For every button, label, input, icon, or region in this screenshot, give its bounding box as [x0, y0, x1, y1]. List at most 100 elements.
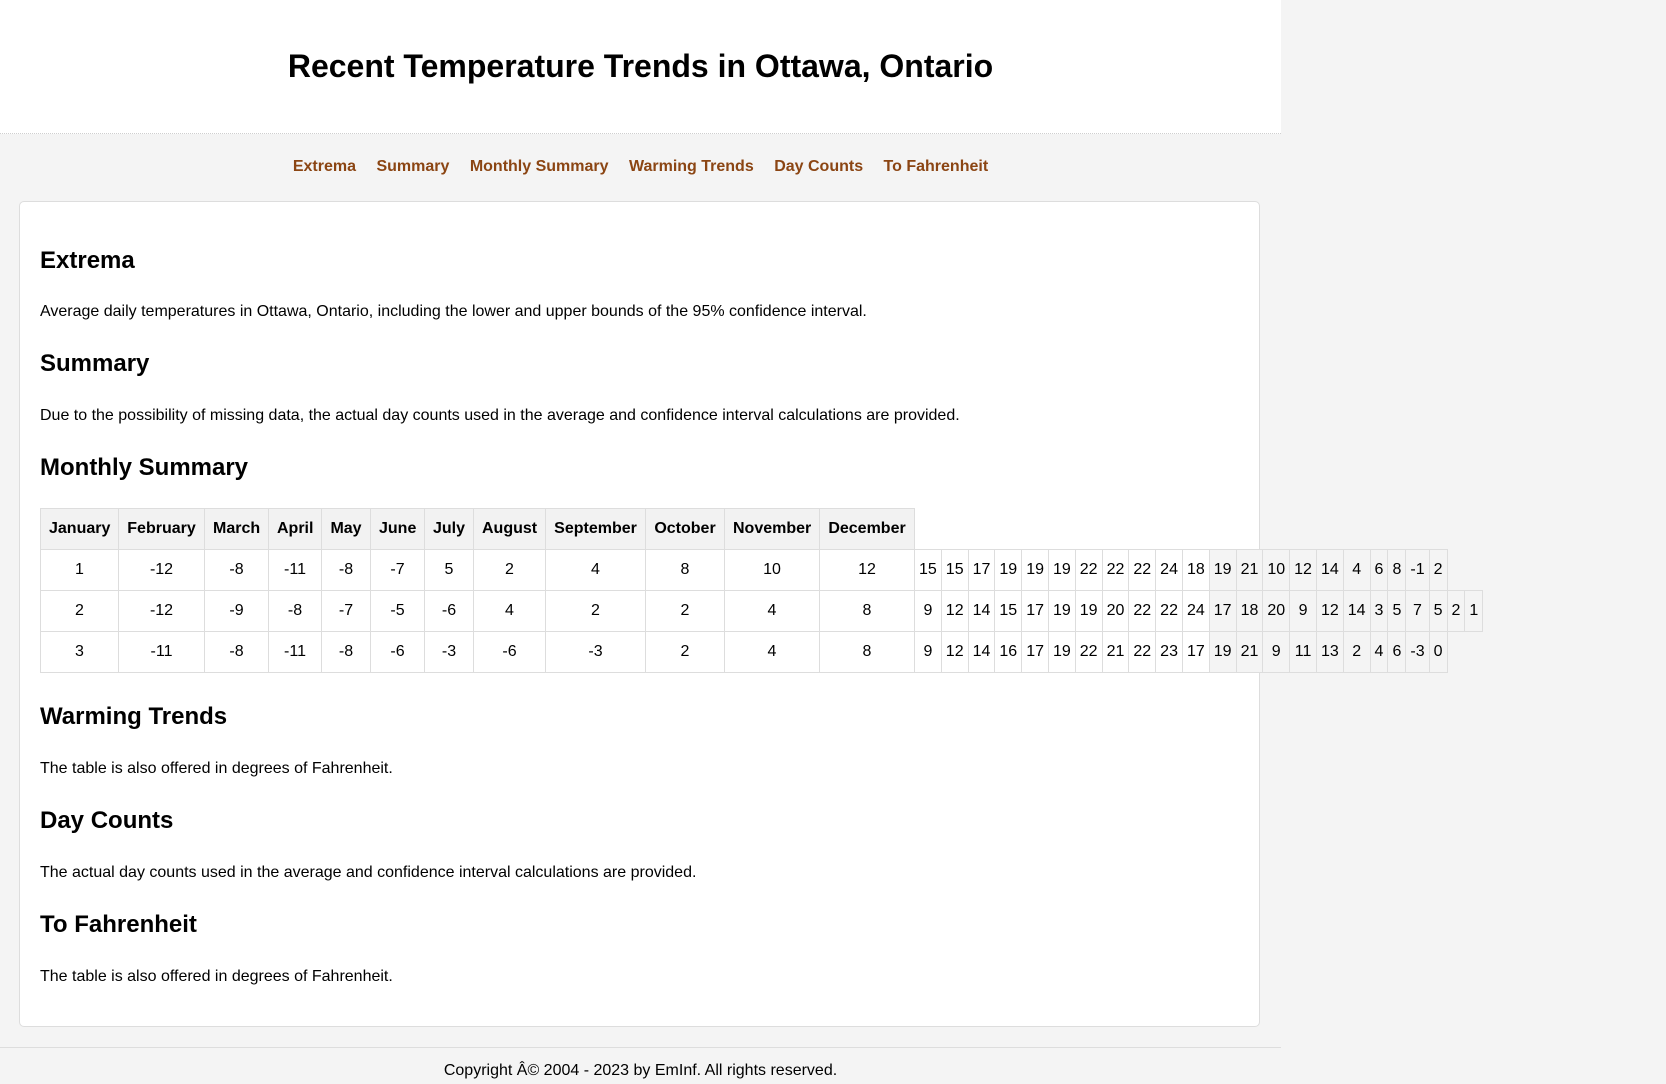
- summary-description: Due to the possibility of missing data, …: [40, 407, 960, 424]
- table-cell: 3: [1369, 590, 1389, 632]
- table-cell: 19: [1021, 549, 1049, 591]
- column-header-march: March: [204, 508, 269, 550]
- table-cell: 21: [1101, 631, 1130, 673]
- table-cell: 2: [645, 631, 725, 673]
- monthly-summary-heading: Monthly Summary: [40, 454, 249, 481]
- table-cell: 8: [1387, 549, 1407, 591]
- to-fahrenheit-description: The table is also offered in degrees of …: [40, 968, 393, 985]
- column-header-may: May: [321, 508, 371, 550]
- table-cell: 1: [40, 549, 119, 591]
- nav-link-summary[interactable]: Summary: [376, 158, 450, 175]
- table-cell: 22: [1128, 631, 1157, 673]
- table-cell: -1: [1405, 549, 1430, 591]
- table-cell: -8: [321, 549, 371, 591]
- page: Recent Temperature Trends in Ottawa, Ont…: [0, 0, 1281, 201]
- table-cell: 0: [1428, 631, 1448, 673]
- table-cell: 12: [940, 590, 969, 632]
- table-cell: 2: [1342, 631, 1371, 673]
- table-cell: 5: [1428, 590, 1448, 632]
- column-header-february: February: [118, 508, 205, 550]
- table-cell: 20: [1101, 590, 1130, 632]
- table-cell: 6: [1369, 549, 1389, 591]
- table-cell: -9: [204, 590, 269, 632]
- nav-link-extrema[interactable]: Extrema: [292, 158, 356, 175]
- table-cell: -8: [204, 549, 269, 591]
- table-cell: 12: [1315, 590, 1344, 632]
- table-cell: 19: [1047, 631, 1076, 673]
- nav-link-monthly-summary[interactable]: Monthly Summary: [469, 158, 609, 175]
- day-counts-heading: Day Counts: [40, 807, 174, 834]
- copyright-text: Copyright Â© 2004 - 2023 by EmInf. All r…: [443, 1062, 838, 1079]
- table-cell: 10: [1262, 549, 1291, 591]
- table-cell: 14: [1315, 549, 1344, 591]
- table-cell: 5: [1387, 590, 1407, 632]
- table-cell: 1: [1464, 590, 1484, 632]
- page-header: Recent Temperature Trends in Ottawa, Ont…: [0, 0, 1281, 134]
- table-cell: 22: [1101, 549, 1130, 591]
- table-cell: -11: [268, 631, 322, 673]
- table-cell: 17: [967, 549, 996, 591]
- table-cell: -8: [268, 590, 322, 632]
- column-header-june: June: [370, 508, 425, 550]
- column-header-october: October: [645, 508, 725, 550]
- nav-link-day-counts[interactable]: Day Counts: [774, 158, 864, 175]
- table-cell: 2: [545, 590, 646, 632]
- table-cell: 2: [40, 590, 119, 632]
- table-cell: -7: [321, 590, 371, 632]
- table-cell: 18: [1235, 590, 1264, 632]
- summary-heading: Summary: [40, 350, 150, 377]
- column-header-september: September: [545, 508, 646, 550]
- table-cell: -12: [118, 549, 205, 591]
- table-cell: 12: [1289, 549, 1317, 591]
- table-cell: 15: [994, 590, 1023, 632]
- table-cell: 16: [994, 631, 1023, 673]
- table-cell: 22: [1074, 549, 1103, 591]
- column-header-december: December: [819, 508, 915, 550]
- table-cell: 19: [1047, 590, 1076, 632]
- table-cell: 24: [1155, 549, 1183, 591]
- section-nav: Extrema Summary Monthly Summary Warming …: [0, 134, 1281, 201]
- column-header-august: August: [473, 508, 546, 550]
- nav-link-to-fahrenheit[interactable]: To Fahrenheit: [883, 158, 989, 175]
- table-cell: 4: [724, 590, 820, 632]
- table-cell: 15: [914, 549, 942, 591]
- table-header-row: January February March April May June July Augu…: [40, 508, 1483, 550]
- table-cell: 11: [1289, 631, 1317, 673]
- table-cell: -11: [118, 631, 205, 673]
- table-cell: -6: [370, 631, 425, 673]
- table-cell: 19: [1208, 549, 1237, 591]
- column-header-november: November: [724, 508, 820, 550]
- table-cell: 5: [424, 549, 474, 591]
- table-cell: 12: [940, 631, 969, 673]
- table-cell: 23: [1155, 631, 1183, 673]
- table-cell: 12: [819, 549, 915, 591]
- table-row: 1 -12 -8 -11 -8 -7 5 2 4 8 10 12 15 15 17 19 19 19 22 22 22 2…: [40, 549, 1483, 591]
- table-cell: 9: [1289, 590, 1317, 632]
- nav-link-warming-trends[interactable]: Warming Trends: [628, 158, 754, 175]
- day-counts-description: The actual day counts used in the averag…: [40, 864, 697, 881]
- table-cell: 15: [940, 549, 969, 591]
- table-cell: 4: [473, 590, 546, 632]
- table-cell: -6: [424, 590, 474, 632]
- page-footer: Copyright Â© 2004 - 2023 by EmInf. All r…: [0, 1047, 1281, 1081]
- extrema-description: Average daily temperatures in Ottawa, On…: [40, 303, 867, 320]
- table-cell: 8: [645, 549, 725, 591]
- table-row: 2 -12 -9 -8 -7 -5 -6 4 2 2 4 8 9 12 14 15 17 19 19 20 22 22 24…: [40, 590, 1484, 632]
- table-cell: 17: [1208, 590, 1237, 632]
- table-cell: -3: [1405, 631, 1430, 673]
- table-cell: 2: [1446, 590, 1466, 632]
- table-cell: 9: [914, 590, 942, 632]
- table-cell: 2: [645, 590, 725, 632]
- table-cell: 19: [1047, 549, 1076, 591]
- table-cell: 19: [1208, 631, 1237, 673]
- table-cell: -7: [370, 549, 425, 591]
- table-cell: 14: [967, 590, 996, 632]
- table-cell: 17: [1181, 631, 1210, 673]
- table-cell: 14: [967, 631, 996, 673]
- table-cell: -5: [370, 590, 425, 632]
- table-cell: 21: [1235, 631, 1264, 673]
- table-row: 3 -11 -8 -11 -8 -6 -3 -6 -3 2 4 8 9 12 14 16 17 19 22 21 22 2…: [40, 631, 1483, 673]
- table-cell: 4: [1342, 549, 1371, 591]
- table-cell: 22: [1155, 590, 1183, 632]
- table-cell: 13: [1315, 631, 1344, 673]
